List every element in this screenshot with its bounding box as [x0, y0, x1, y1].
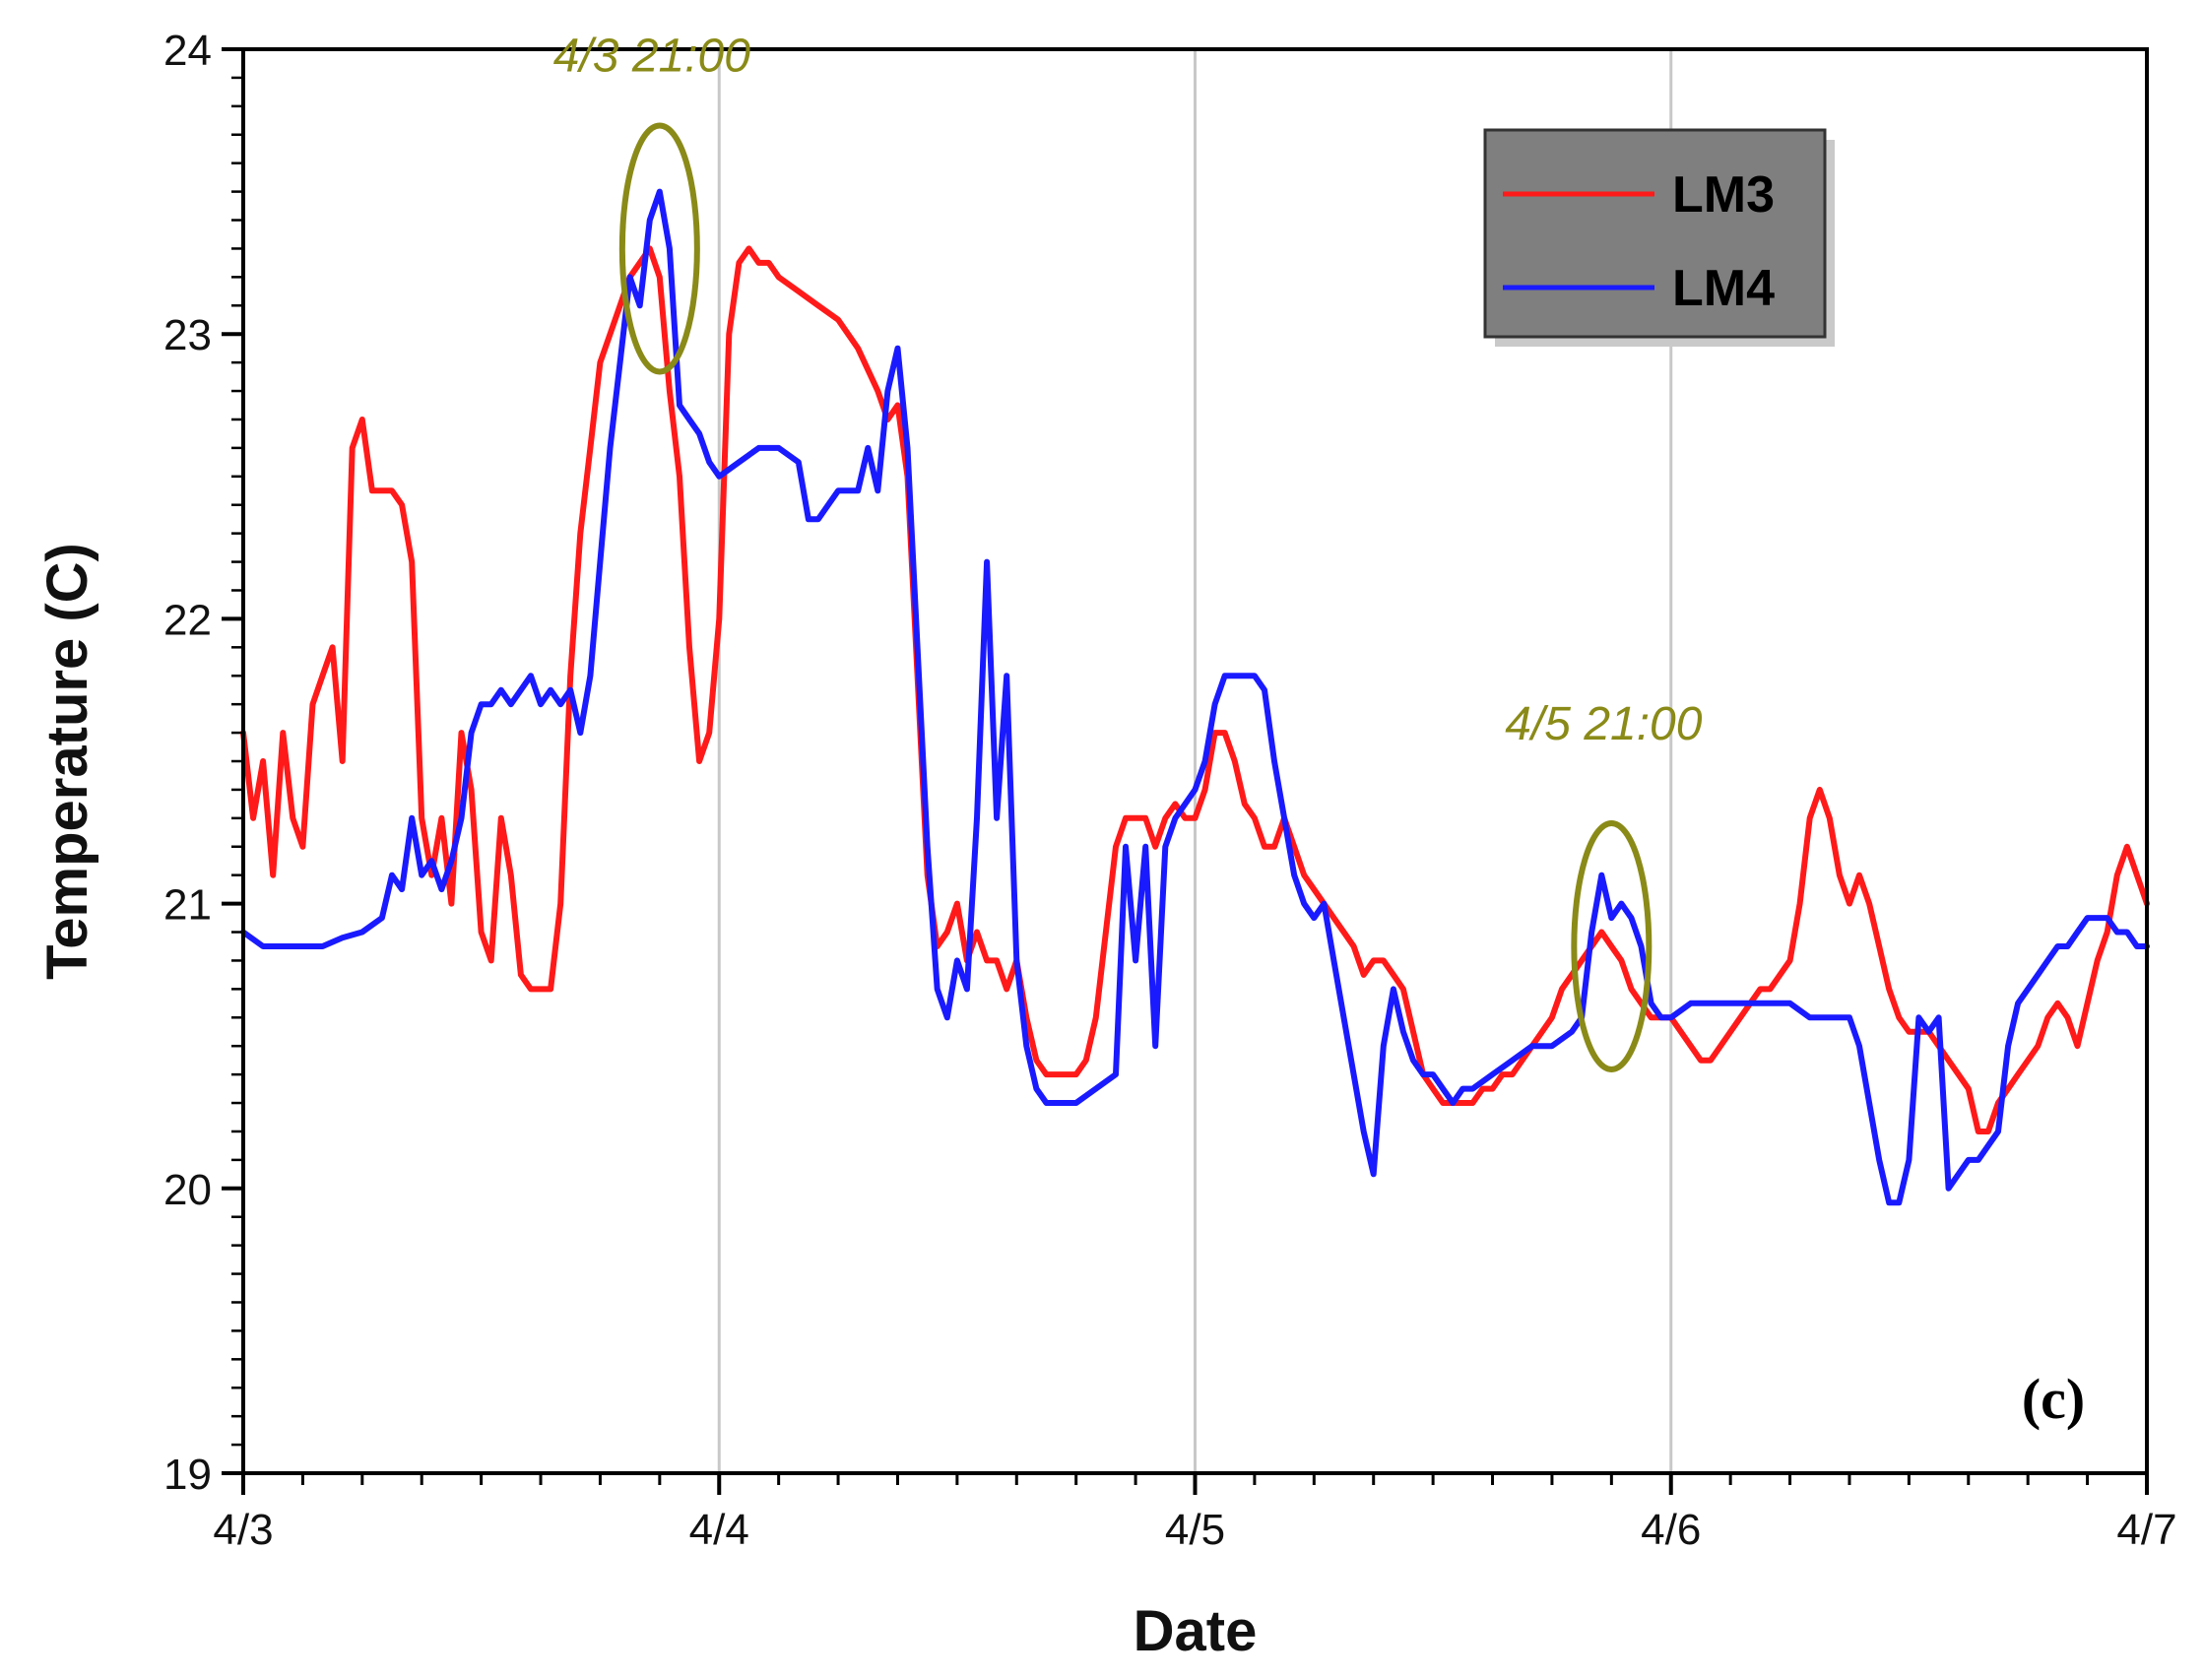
y-tick-label: 19 [163, 1451, 212, 1499]
y-tick-label: 22 [163, 596, 212, 644]
legend: LM3 LM4 [1483, 128, 1835, 347]
y-tick-label: 21 [163, 881, 212, 930]
x-tick-label: 4/7 [2116, 1506, 2176, 1554]
annotation-ellipse [618, 122, 700, 375]
x-tick-label: 4/3 [213, 1506, 273, 1554]
annotations: 4/3 21:00 4/5 21:00 [553, 30, 1703, 1072]
x-tick-label: 4/5 [1165, 1506, 1225, 1554]
annotation-label: 4/3 21:00 [553, 30, 750, 82]
panel-label: (c) [2022, 1367, 2085, 1431]
y-tick-label: 24 [163, 27, 212, 75]
plot-area [240, 188, 2150, 1206]
x-tick-label: 4/4 [689, 1506, 749, 1554]
series-line-lm4 [240, 188, 2150, 1206]
y-tick-label: 20 [163, 1166, 212, 1214]
y-tick-label: 23 [163, 311, 212, 359]
annotation-ellipse [1571, 819, 1653, 1072]
x-axis-title: Date [1134, 1599, 1258, 1663]
x-tick-label: 4/6 [1641, 1506, 1701, 1554]
series-line-lm3 [240, 245, 2150, 1134]
y-axis-title: Temperature (C) [35, 543, 99, 980]
legend-box [1483, 128, 1827, 339]
legend-label-lm3: LM3 [1672, 166, 1775, 224]
axis-ticks: 4/3 4/4 4/5 4/6 4/7 19 20 21 22 23 24 [163, 27, 2177, 1554]
annotation-label: 4/5 21:00 [1505, 698, 1702, 750]
legend-label-lm4: LM4 [1672, 260, 1775, 317]
